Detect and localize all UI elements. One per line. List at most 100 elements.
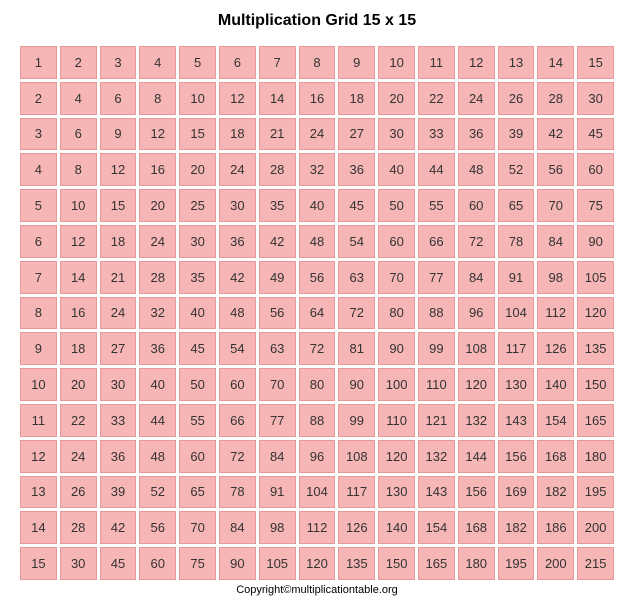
grid-cell: 200 (577, 511, 614, 544)
grid-cell: 40 (179, 297, 216, 330)
grid-cell: 36 (100, 440, 137, 473)
grid-cell: 30 (378, 118, 415, 151)
grid-cell: 3 (20, 118, 57, 151)
grid-cell: 98 (259, 511, 296, 544)
grid-cell: 150 (378, 547, 415, 580)
grid-cell: 14 (537, 46, 574, 79)
grid-cell: 70 (378, 261, 415, 294)
grid-cell: 135 (577, 332, 614, 365)
grid-cell: 18 (219, 118, 256, 151)
grid-cell: 56 (299, 261, 336, 294)
grid-cell: 20 (179, 153, 216, 186)
grid-cell: 126 (537, 332, 574, 365)
grid-cell: 84 (259, 440, 296, 473)
grid-cell: 45 (179, 332, 216, 365)
grid-cell: 32 (299, 153, 336, 186)
grid-cell: 6 (60, 118, 97, 151)
grid-cell: 36 (219, 225, 256, 258)
grid-cell: 9 (338, 46, 375, 79)
grid-cell: 56 (259, 297, 296, 330)
grid-cell: 18 (100, 225, 137, 258)
grid-cell: 4 (60, 82, 97, 115)
grid-cell: 36 (338, 153, 375, 186)
grid-cell: 182 (498, 511, 535, 544)
grid-cell: 120 (458, 368, 495, 401)
grid-cell: 75 (179, 547, 216, 580)
grid-cell: 195 (498, 547, 535, 580)
grid-cell: 18 (60, 332, 97, 365)
grid-cell: 100 (378, 368, 415, 401)
grid-cell: 15 (577, 46, 614, 79)
grid-cell: 45 (577, 118, 614, 151)
grid-cell: 117 (498, 332, 535, 365)
grid-cell: 6 (219, 46, 256, 79)
grid-cell: 8 (299, 46, 336, 79)
grid-cell: 15 (20, 547, 57, 580)
grid-cell: 5 (20, 189, 57, 222)
grid-cell: 195 (577, 476, 614, 509)
grid-cell: 80 (299, 368, 336, 401)
grid-cell: 30 (577, 82, 614, 115)
grid-cell: 60 (577, 153, 614, 186)
grid-cell: 77 (418, 261, 455, 294)
grid-cell: 42 (219, 261, 256, 294)
grid-cell: 30 (179, 225, 216, 258)
grid-cell: 80 (378, 297, 415, 330)
grid-cell: 52 (139, 476, 176, 509)
grid-cell: 5 (179, 46, 216, 79)
grid-cell: 56 (139, 511, 176, 544)
grid-cell: 45 (338, 189, 375, 222)
grid-cell: 18 (338, 82, 375, 115)
grid-cell: 96 (299, 440, 336, 473)
grid-cell: 99 (418, 332, 455, 365)
grid-cell: 22 (60, 404, 97, 437)
grid-cell: 104 (498, 297, 535, 330)
grid-cell: 50 (378, 189, 415, 222)
grid-cell: 99 (338, 404, 375, 437)
grid-cell: 32 (139, 297, 176, 330)
grid-cell: 36 (458, 118, 495, 151)
grid-cell: 105 (259, 547, 296, 580)
grid-cell: 39 (100, 476, 137, 509)
grid-cell: 8 (139, 82, 176, 115)
grid-cell: 108 (458, 332, 495, 365)
grid-cell: 88 (299, 404, 336, 437)
grid-cell: 66 (418, 225, 455, 258)
grid-cell: 65 (498, 189, 535, 222)
grid-cell: 28 (537, 82, 574, 115)
grid-cell: 3 (100, 46, 137, 79)
grid-cell: 110 (418, 368, 455, 401)
grid-cell: 154 (537, 404, 574, 437)
grid-cell: 84 (458, 261, 495, 294)
grid-cell: 27 (100, 332, 137, 365)
grid-cell: 72 (219, 440, 256, 473)
grid-cell: 132 (458, 404, 495, 437)
grid-cell: 70 (179, 511, 216, 544)
grid-cell: 27 (338, 118, 375, 151)
grid-cell: 49 (259, 261, 296, 294)
grid-cell: 143 (498, 404, 535, 437)
grid-cell: 182 (537, 476, 574, 509)
grid-cell: 4 (20, 153, 57, 186)
grid-cell: 24 (100, 297, 137, 330)
grid-cell: 12 (139, 118, 176, 151)
page-title: Multiplication Grid 15 x 15 (218, 12, 416, 30)
grid-cell: 6 (100, 82, 137, 115)
grid-cell: 90 (219, 547, 256, 580)
grid-cell: 180 (458, 547, 495, 580)
grid-cell: 48 (458, 153, 495, 186)
grid-cell: 140 (537, 368, 574, 401)
grid-cell: 24 (458, 82, 495, 115)
grid-cell: 10 (378, 46, 415, 79)
grid-cell: 48 (219, 297, 256, 330)
grid-cell: 44 (418, 153, 455, 186)
grid-cell: 130 (378, 476, 415, 509)
grid-cell: 78 (498, 225, 535, 258)
grid-cell: 16 (139, 153, 176, 186)
grid-cell: 120 (577, 297, 614, 330)
grid-cell: 63 (338, 261, 375, 294)
grid-cell: 39 (498, 118, 535, 151)
grid-cell: 12 (458, 46, 495, 79)
grid-cell: 28 (139, 261, 176, 294)
grid-cell: 56 (537, 153, 574, 186)
